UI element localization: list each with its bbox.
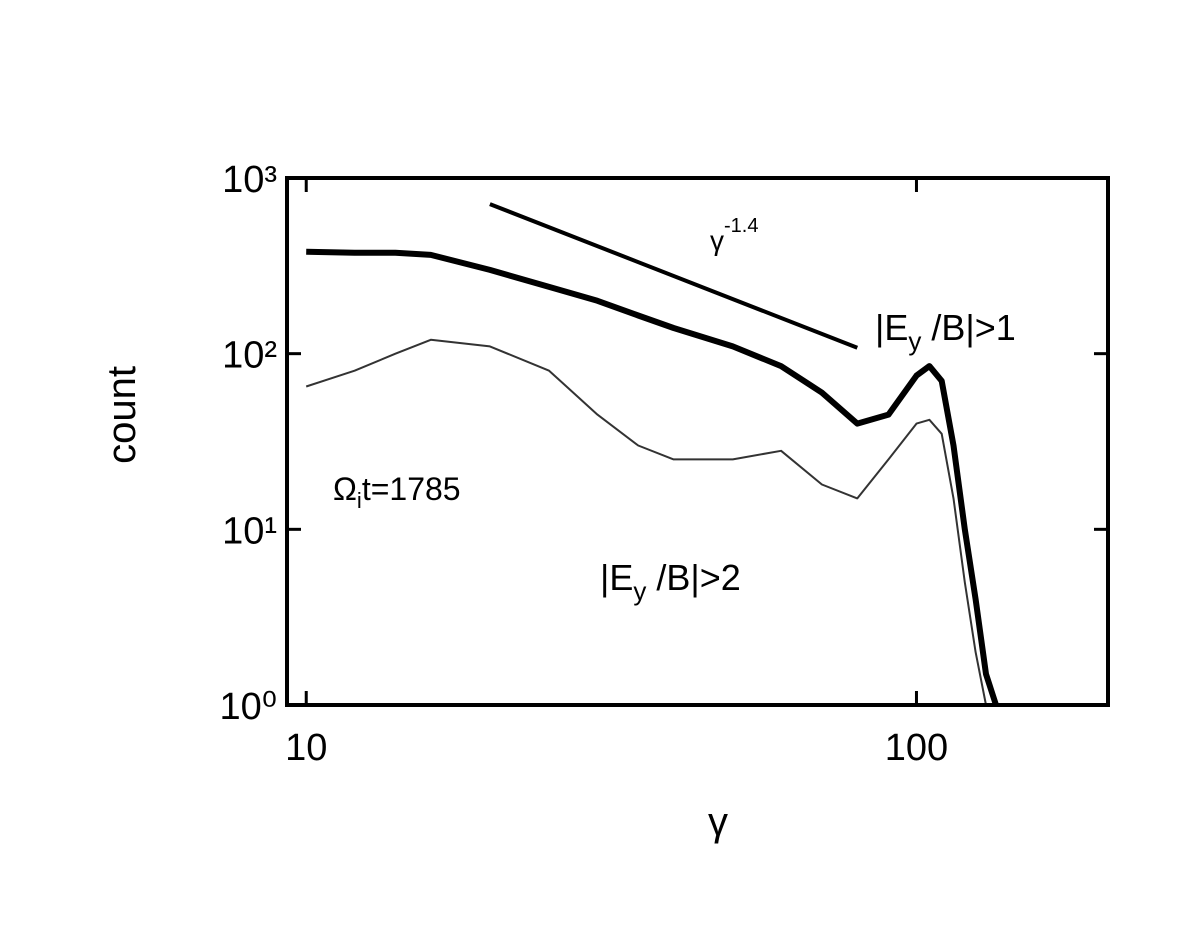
ann-rest: /B|>2 xyxy=(646,557,740,598)
series-line xyxy=(305,338,987,706)
x-axis-label: γ xyxy=(708,800,728,844)
ann-main: Ω xyxy=(333,471,357,507)
series-line xyxy=(306,248,999,706)
x-tick-label: 100 xyxy=(885,727,948,769)
y-tick-label: 10³ xyxy=(222,159,277,201)
ann-main: |E xyxy=(600,557,633,598)
y-tick-label: 10² xyxy=(222,335,277,377)
fit-base: γ xyxy=(710,225,724,256)
fit-exponent: -1.4 xyxy=(724,215,758,237)
x-tick-label: 10 xyxy=(285,727,327,769)
series-2-label: |Ey /B|>2 xyxy=(600,557,741,606)
ann-rest: /B|>1 xyxy=(921,307,1015,348)
y-tick-label: 10⁰ xyxy=(219,686,277,728)
ann-sub: i xyxy=(357,488,362,513)
ann-sub: y xyxy=(633,576,646,606)
ann-sub: y xyxy=(908,326,921,356)
y-tick-label: 10¹ xyxy=(222,510,277,552)
y-axis-label: count xyxy=(100,366,144,464)
fit-label: γ-1.4 xyxy=(710,215,758,256)
plot-frame xyxy=(285,176,1110,707)
ann-main: |E xyxy=(875,307,908,348)
ann-rest: t=1785 xyxy=(362,471,461,507)
series-1-label: |Ey /B|>1 xyxy=(875,307,1016,356)
fit-line xyxy=(489,202,859,350)
time-annotation: Ωit=1785 xyxy=(333,471,461,513)
